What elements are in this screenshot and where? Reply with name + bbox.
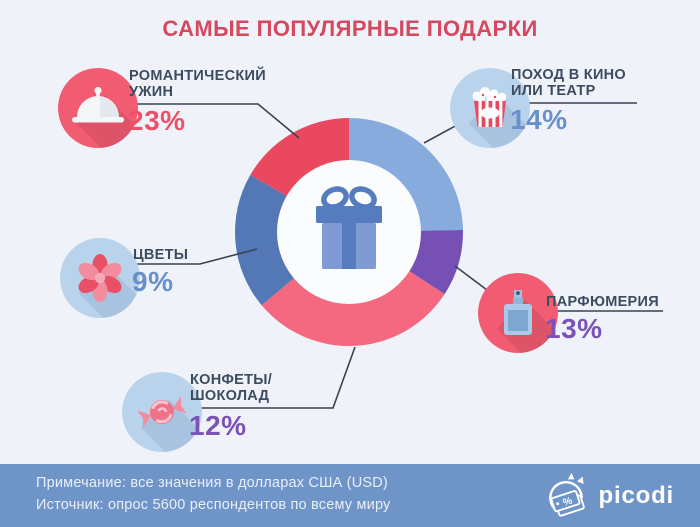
flower-icon xyxy=(78,254,140,318)
page-title: САМЫЕ ПОПУЛЯРНЫЕ ПОДАРКИ xyxy=(162,16,538,41)
picodi-logo-icon: % xyxy=(548,472,585,517)
cinema-theatre-badge xyxy=(450,68,530,148)
donut-segment-3 xyxy=(234,175,295,306)
pct-perfume: 13% xyxy=(545,313,603,344)
pct-cinema-theatre: 14% xyxy=(510,104,568,135)
footer-source: Источник: опрос 5600 респондентов по все… xyxy=(36,497,391,513)
pct-candy-chocolate: 12% xyxy=(189,410,247,441)
cloche-icon xyxy=(72,86,138,148)
donut-segment-0 xyxy=(349,118,463,231)
label-cinema-theatre: ПОХОД В КИНО ИЛИ ТЕАТР xyxy=(511,67,627,99)
connector-flowers xyxy=(133,248,258,265)
candy-icon xyxy=(137,396,202,452)
popcorn-icon xyxy=(468,87,530,148)
romantic-dinner-badge xyxy=(58,68,138,148)
brand-name: picodi xyxy=(598,481,674,509)
pct-romantic-dinner: 23% xyxy=(128,105,186,136)
donut-segment-4 xyxy=(250,117,349,197)
picodi-logo: % picodi xyxy=(542,472,674,519)
svg-text:%: % xyxy=(561,495,573,508)
label-romantic-dinner: РОМАНТИЧЕСКИЙ УЖИН xyxy=(129,68,266,100)
connector-romantic-dinner xyxy=(129,103,300,139)
connector-candy-chocolate xyxy=(190,346,356,409)
footer-note: Примечание: все значения в долларах США … xyxy=(36,475,388,491)
label-flowers: ЦВЕТЫ xyxy=(133,247,189,263)
donut-segment-2 xyxy=(261,270,445,347)
footer: Примечание: все значения в долларах США … xyxy=(0,464,700,527)
donut-chart xyxy=(234,117,463,347)
flowers-badge xyxy=(60,238,140,318)
label-perfume: ПАРФЮМЕРИЯ xyxy=(546,294,659,310)
perfume-badge xyxy=(478,273,558,353)
donut-segment-1 xyxy=(408,230,463,295)
gift-icon xyxy=(316,186,382,269)
pct-flowers: 9% xyxy=(132,266,174,297)
label-candy-chocolate: КОНФЕТЫ/ ШОКОЛАД xyxy=(190,372,273,404)
perfume-icon xyxy=(496,290,558,353)
candy-chocolate-badge xyxy=(122,372,202,452)
